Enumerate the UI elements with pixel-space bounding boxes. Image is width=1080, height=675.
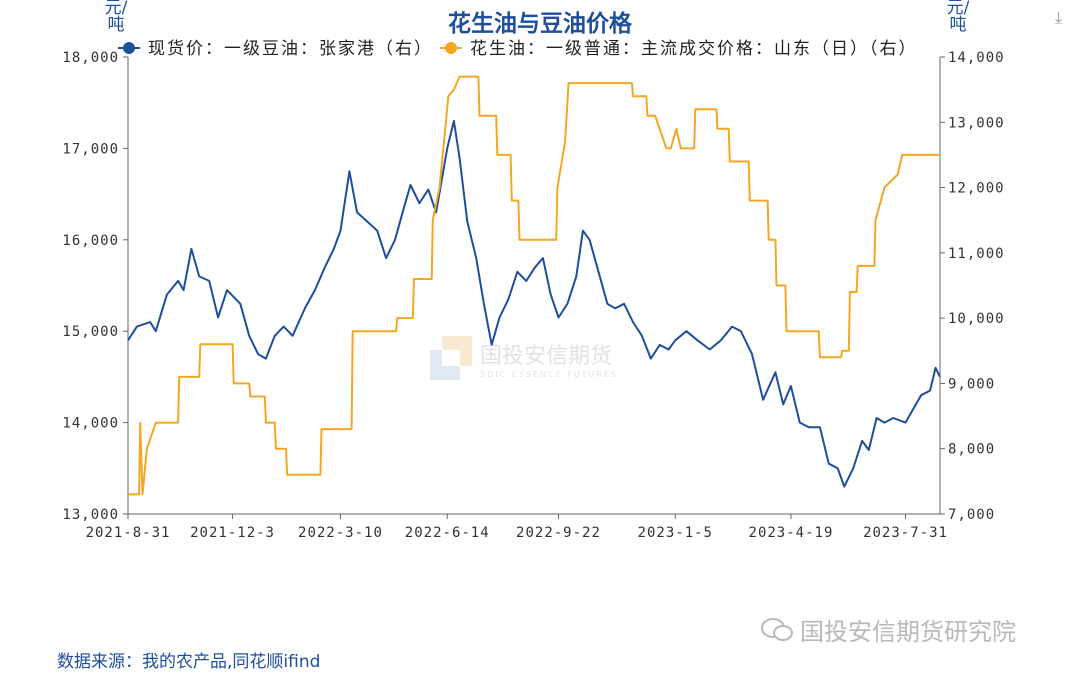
x-tick-label: 2021-8-31 (86, 525, 171, 541)
x-tick-label: 2022-3-10 (298, 525, 383, 541)
legend-label: 花生油：一级普通：主流成交价格：山东（日）（右） (470, 39, 918, 59)
x-tick-label: 2023-1-5 (638, 525, 713, 541)
x-tick-label: 2022-6-14 (405, 525, 490, 541)
right-tick-label: 10,000 (948, 311, 1005, 327)
right-tick-label: 9,000 (948, 376, 995, 392)
watermark-center: 国投安信期货 SDIC ESSENCE FUTURES (430, 336, 618, 380)
right-tick-label: 13,000 (948, 115, 1005, 131)
right-axis-unit: 元/吨 (946, 0, 970, 35)
right-tick-label: 7,000 (948, 507, 995, 523)
sdic-logo-icon (430, 336, 472, 380)
right-tick-label: 14,000 (948, 50, 1005, 66)
right-tick-label: 11,000 (948, 246, 1005, 262)
left-tick-label: 18,000 (62, 50, 119, 66)
left-tick-label: 13,000 (62, 507, 119, 523)
right-tick-label: 8,000 (948, 442, 995, 458)
left-tick-label: 17,000 (62, 141, 119, 157)
x-tick-label: 2023-7-31 (863, 525, 948, 541)
x-tick-label: 2023-4-19 (749, 525, 834, 541)
data-source: 数据来源：我的农产品,同花顺ifind (57, 652, 321, 672)
wechat-icon (761, 617, 793, 641)
legend-marker (123, 42, 135, 54)
x-tick-label: 2021-12-3 (190, 525, 275, 541)
left-tick-label: 15,000 (62, 324, 119, 340)
x-tick-label: 2022-9-22 (516, 525, 601, 541)
right-tick-label: 12,000 (948, 181, 1005, 197)
footer-watermark: 国投安信期货研究院 (760, 612, 1016, 647)
footer-watermark-text: 国投安信期货研究院 (800, 618, 1016, 646)
left-tick-label: 16,000 (62, 233, 119, 249)
watermark-en: SDIC ESSENCE FUTURES (480, 369, 619, 379)
legend-marker (445, 42, 457, 54)
watermark-cn: 国投安信期货 (480, 343, 613, 369)
legend-label: 现货价：一级豆油：张家港（右） (148, 39, 433, 59)
chart-title: 花生油与豆油价格 (448, 11, 632, 37)
series-line-2 (128, 75, 940, 496)
series-line-1 (127, 120, 941, 488)
left-axis-unit: 元/吨 (104, 0, 128, 35)
download-icon[interactable]: ⤓ (1055, 8, 1063, 27)
left-tick-label: 14,000 (62, 416, 119, 432)
